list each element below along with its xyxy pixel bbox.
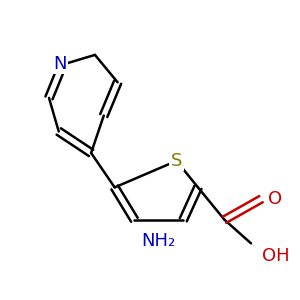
Text: S: S (171, 152, 182, 170)
Text: O: O (268, 190, 282, 208)
Text: OH: OH (262, 247, 289, 265)
Text: N: N (53, 55, 66, 73)
Text: NH₂: NH₂ (142, 232, 176, 250)
